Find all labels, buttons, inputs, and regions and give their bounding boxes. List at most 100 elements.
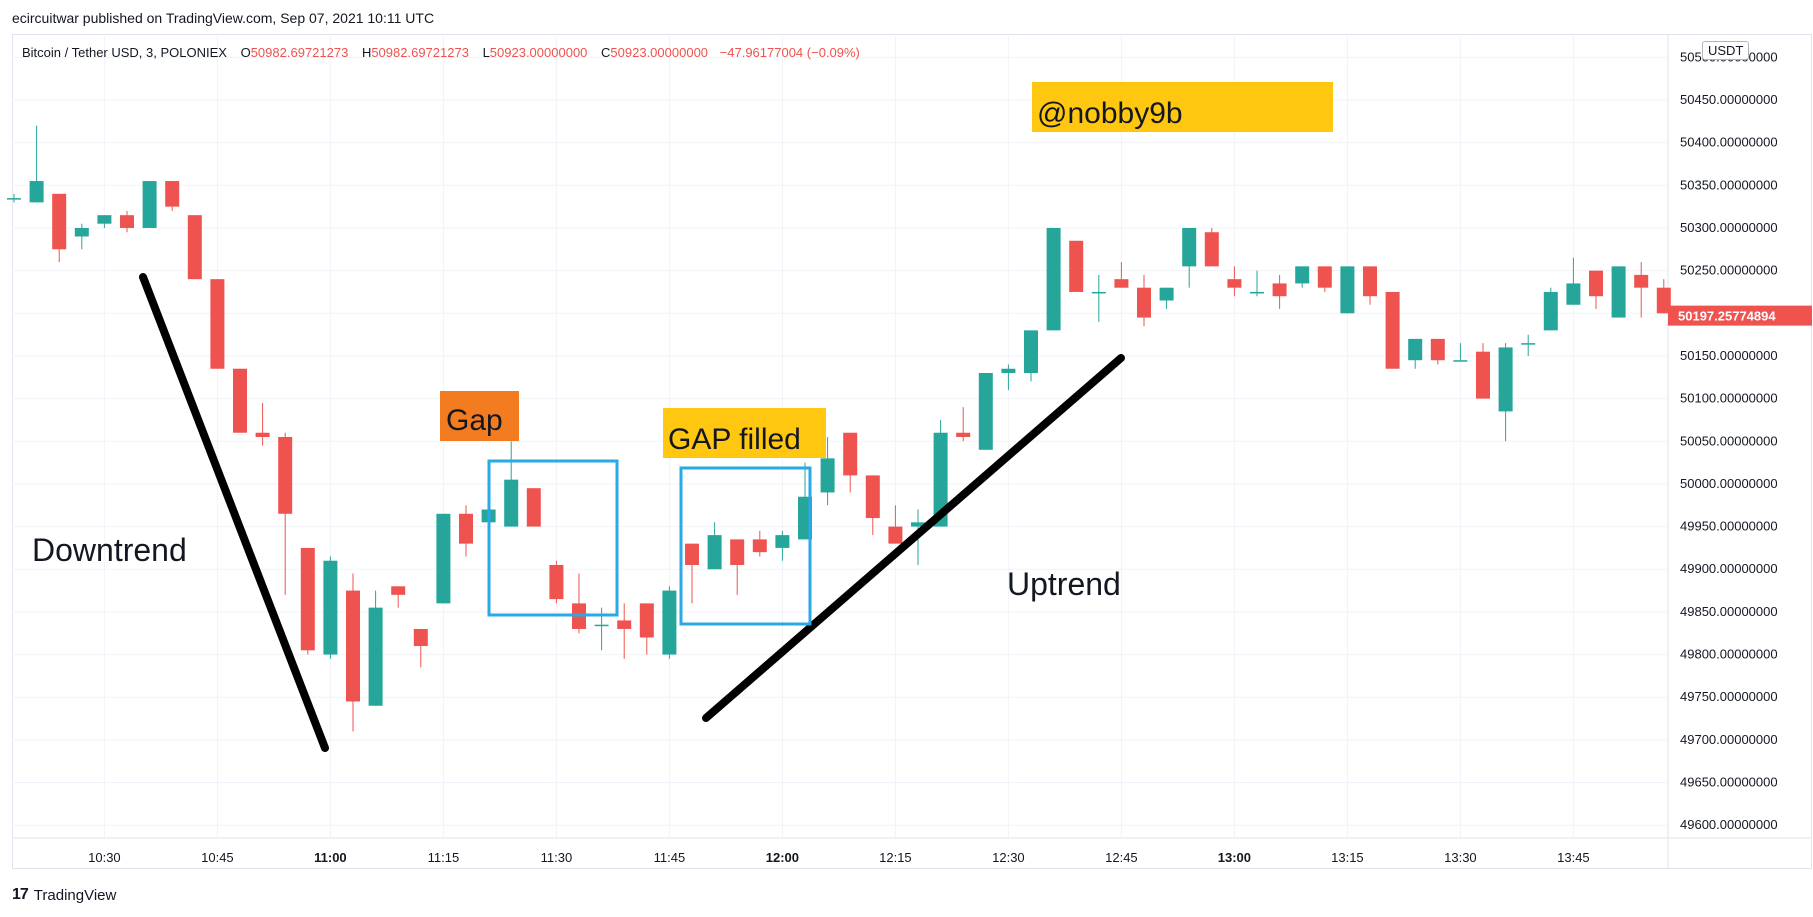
candle-body[interactable] [1611,266,1626,318]
gap-box[interactable] [487,459,619,617]
x-tick-label: 11:15 [428,850,460,865]
x-tick-label: 13:00 [1218,850,1251,865]
candle-body[interactable] [165,181,180,207]
candle-body[interactable] [865,475,880,519]
candle-body[interactable] [1204,232,1219,267]
y-tick-label: 49800.00000000 [1680,647,1778,662]
candle-body[interactable] [1159,287,1174,301]
y-tick-label: 49850.00000000 [1680,604,1778,619]
candle-body[interactable] [1430,338,1445,361]
gap-label-bg [440,391,519,441]
candle-body[interactable] [1498,347,1513,412]
candle-body[interactable] [978,373,993,450]
candle-body[interactable] [662,590,677,655]
y-tick-label: 50100.00000000 [1680,391,1778,406]
close-label: C [601,45,611,60]
candle-body[interactable] [707,535,722,570]
downtrend-line[interactable] [139,273,329,752]
candle-body[interactable] [1363,266,1377,297]
x-tick-label: 12:30 [992,850,1025,865]
candle-body[interactable] [1024,330,1038,374]
low-label: L [482,45,490,60]
y-tick-label: 50300.00000000 [1680,220,1778,235]
candle-body[interactable] [300,547,315,651]
candle-body[interactable] [843,432,858,476]
y-tick-label: 49700.00000000 [1680,732,1778,747]
candle-body[interactable] [255,432,270,437]
candle-body[interactable] [391,586,406,595]
gap-filled-box[interactable] [679,466,812,626]
candle-body[interactable] [1272,283,1287,297]
symbol-title[interactable]: Bitcoin / Tether USD, 3, POLONIEX [22,45,227,60]
high-label: H [361,45,372,60]
watermark-label: @nobby9b [1037,97,1183,130]
candle-body[interactable] [933,432,948,527]
candle-body[interactable] [436,513,451,604]
candle-body[interactable] [752,539,767,553]
x-tick-label: 11:45 [654,850,686,865]
currency-unit-button[interactable]: USDT [1702,41,1750,60]
y-tick-label: 50000.00000000 [1680,476,1778,491]
candle-body[interactable] [1634,274,1649,288]
candle-body[interactable] [1091,291,1106,294]
candle-body[interactable] [29,181,44,203]
candle-body[interactable] [775,535,790,548]
low-value: 50923.00000000 [489,45,588,60]
candle-body[interactable] [1340,266,1355,314]
candle-body[interactable] [1317,266,1332,288]
candle-body[interactable] [187,215,202,280]
candle-body[interactable] [617,620,632,629]
candle-body[interactable] [97,215,112,224]
candle-body[interactable] [52,193,67,250]
candle-body[interactable] [233,368,247,433]
candle-body[interactable] [346,590,360,702]
candle-body[interactable] [888,526,903,544]
candle-body[interactable] [1476,351,1490,399]
candle-body[interactable] [7,198,21,200]
candle-body[interactable] [730,539,745,565]
candle-body[interactable] [1137,287,1151,318]
candle-body[interactable] [820,458,835,493]
candle-body[interactable] [1069,240,1084,292]
candle-body[interactable] [1566,283,1581,305]
candle-body[interactable] [459,513,473,544]
candle-body[interactable] [549,564,564,600]
uptrend-line[interactable] [702,354,1125,722]
candle-body[interactable] [685,543,699,565]
candle-body[interactable] [1408,338,1423,361]
candle-body[interactable] [1001,368,1016,374]
candle-body[interactable] [1521,343,1536,345]
candle-body[interactable] [1543,291,1558,331]
candle-body[interactable] [594,624,609,627]
uptrend-text: Uptrend [1007,566,1121,602]
candle-body[interactable] [504,479,519,527]
candle-body[interactable] [639,603,654,638]
candle-body[interactable] [368,607,383,706]
high-value: 50982.69721273 [371,45,469,60]
candle-body[interactable] [1182,227,1197,267]
candle-body[interactable] [1250,291,1264,294]
x-tick-label: 13:15 [1331,850,1364,865]
candle-body[interactable] [413,628,428,647]
candle-body[interactable] [323,560,338,655]
candle-body[interactable] [1453,360,1468,362]
tradingview-logo-icon: 17 [12,886,29,903]
candle-body[interactable] [1227,279,1242,288]
candle-body[interactable] [142,181,157,228]
candle-body[interactable] [1114,279,1129,288]
candle-body[interactable] [911,522,925,527]
candle-body[interactable] [1656,287,1671,314]
candle-body[interactable] [210,279,225,369]
candle-body[interactable] [1046,227,1061,331]
candle-body[interactable] [120,215,134,228]
candle-body[interactable] [526,488,541,527]
candle-body[interactable] [956,432,971,437]
candle-body[interactable] [1385,291,1400,369]
candle-body[interactable] [278,437,293,514]
y-tick-label: 50350.00000000 [1680,177,1778,192]
candle-body[interactable] [1589,270,1603,297]
candle-body[interactable] [74,227,89,237]
candle-body[interactable] [1295,266,1310,284]
footer-brand[interactable]: 17 TradingView [12,886,116,904]
